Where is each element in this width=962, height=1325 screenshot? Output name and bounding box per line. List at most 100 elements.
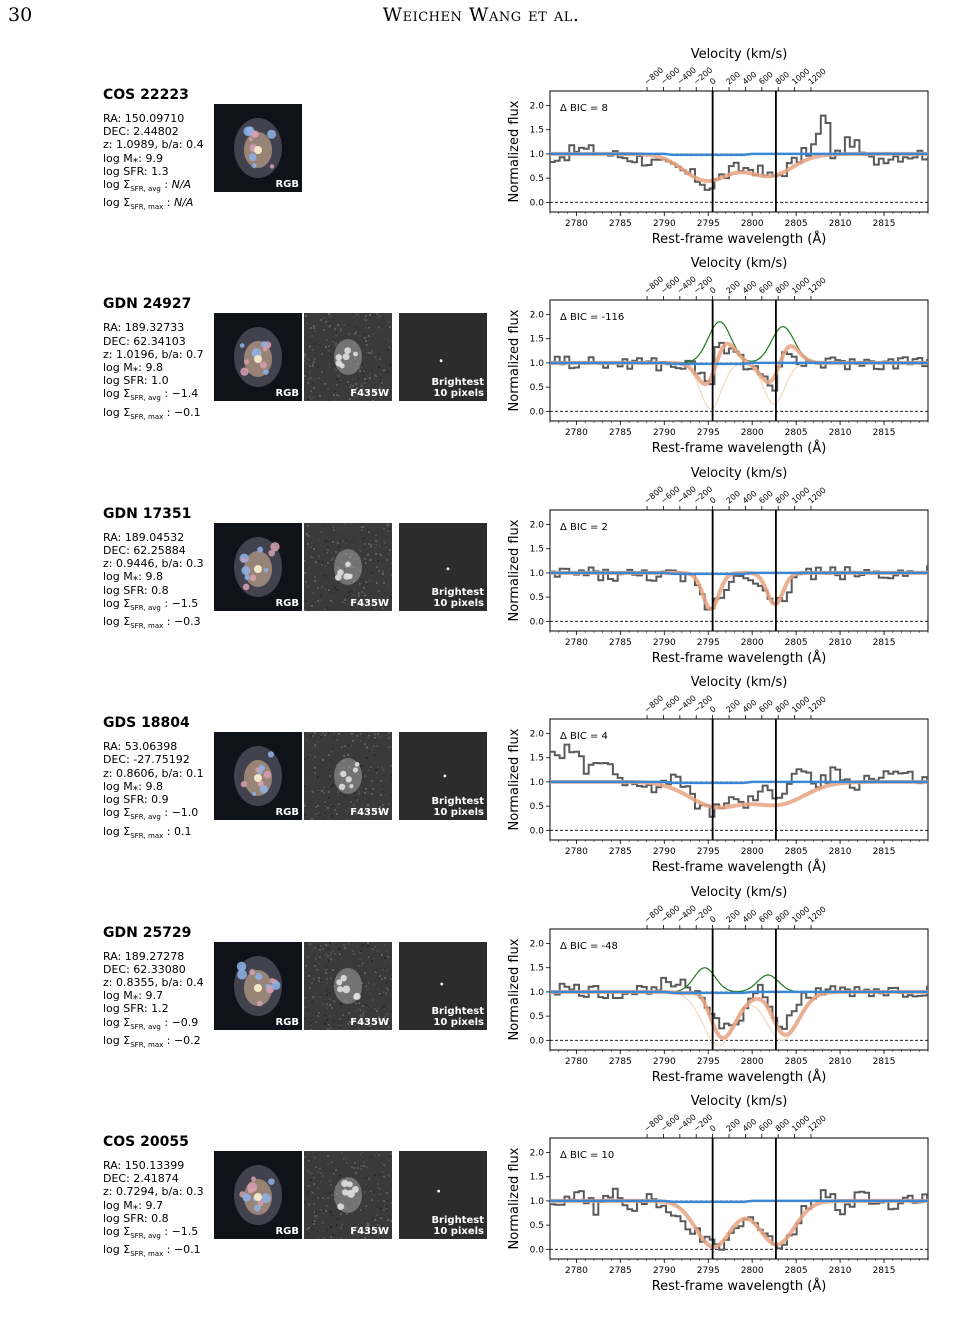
velocity-tick-label: 400 [741,698,758,715]
velocity-tick-label: 400 [741,1117,758,1134]
property-zba: z: 1.0989, b/a: 0.4 [103,138,204,152]
y-axis-label: Normalized flux [508,310,522,412]
velocity-tick-label: 0 [708,495,718,505]
x-tick-label: 2815 [873,428,896,438]
velocity-tick-label: 1200 [806,695,827,715]
best-fit-model [550,570,928,611]
y-axis-label: Normalized flux [508,519,522,621]
continuum-fit [550,362,928,366]
velocity-tick-label: 200 [725,698,742,715]
velocity-tick-label: 200 [725,489,742,506]
velocity-tick-label: 800 [774,279,791,296]
y-tick-label: 2.0 [530,1149,545,1159]
property-sigma-max: log ΣSFR, max : −0.3 [103,615,201,631]
thumbnail-rgb: RGB [214,313,302,402]
thumbnail-rgb: RGB [214,104,302,192]
velocity-axis-label: Velocity (km/s) [691,675,788,690]
property-dec: DEC: 62.33080 [103,962,186,976]
spectrum-panel: Velocity (km/s) −800 −600 −400 −200 0 200 400 60… [507,1089,948,1298]
y-tick-label: 1.5 [530,754,544,764]
x-tick-label: 2795 [697,847,720,857]
absorption-component [550,362,928,410]
x-tick-label: 2795 [697,1266,720,1276]
y-tick-label: 1.0 [530,1197,545,1207]
property-ra: RA: 189.04532 [103,530,185,544]
y-tick-label: 1.0 [530,569,545,579]
x-tick-label: 2795 [697,638,720,648]
velocity-tick-label: 1000 [790,904,811,924]
velocity-tick-label: 800 [774,1117,791,1134]
y-tick-label: 0.0 [530,827,545,837]
continuum-fit [550,780,928,785]
y-tick-label: 2.0 [530,520,545,530]
velocity-tick-label: 1200 [806,276,827,296]
y-tick-label: 2.0 [530,730,545,740]
velocity-tick-label: 200 [725,70,742,87]
y-tick-label: 0.5 [530,384,544,394]
y-tick-label: 2.0 [530,102,545,112]
property-sigma-max: log ΣSFR, max : −0.1 [103,1243,201,1259]
x-tick-label: 2805 [785,1266,808,1276]
thumbnail-label: Brightest 10 pixels [431,1215,484,1237]
x-tick-label: 2800 [741,847,764,857]
y-tick-label: 0.5 [530,593,544,603]
x-tick-label: 2815 [873,1057,896,1067]
x-tick-label: 2815 [873,1266,896,1276]
galaxy-properties: RA: 189.04532 DEC: 62.25884 z: 0.9446, b/a… [103,531,204,634]
x-tick-label: 2790 [653,1266,676,1276]
thumbnail-label: F435W [350,807,389,819]
property-sfr: log SFR: 1.3 [103,164,169,178]
property-sfr: log SFR: 0.9 [103,793,169,806]
sigma-avg-value: −0.9 [171,1015,199,1029]
continuum-fit [550,152,928,157]
sigma-max-value: 0.1 [173,824,192,838]
x-axis-label: Rest-frame wavelength (Å) [652,440,827,456]
x-tick-label: 2790 [653,219,676,229]
property-dec: DEC: 62.34103 [103,334,186,348]
running-title: Weichen Wang et al. [382,4,580,26]
sigma-avg-value: −1.4 [171,387,199,401]
property-ra: RA: 150.13399 [103,1159,185,1172]
property-sfr: log SFR: 1.0 [103,374,169,388]
y-axis-label: Normalized flux [508,938,522,1040]
galaxy-id: GDN 24927 [103,296,192,313]
delta-bic-label: Δ BIC = 8 [560,103,608,114]
velocity-tick-label: 1000 [790,276,811,296]
thumbnail-label: RGB [275,1016,299,1028]
delta-bic-label: Δ BIC = -116 [560,312,624,323]
observed-spectrum [550,342,928,392]
page-number: 30 [8,4,33,26]
thumbnail-f435w: F435W [304,1151,392,1239]
property-sigma-max: log ΣSFR, max : 0.1 [103,824,192,840]
velocity-axis-label: Velocity (km/s) [691,466,788,481]
thumbnail-f435w: F435W [304,941,392,1030]
property-sigma-avg: log ΣSFR, avg : −1.5 [103,1225,199,1241]
y-tick-label: 1.0 [530,150,545,160]
x-tick-label: 2810 [829,1057,852,1067]
velocity-tick-label: 0 [708,705,718,715]
velocity-tick-label: 600 [757,1117,774,1134]
sigma-avg-value: −1.5 [171,596,199,610]
x-tick-label: 2810 [829,638,852,648]
velocity-tick-label: 1000 [790,1114,811,1134]
y-tick-label: 1.5 [530,545,544,555]
y-tick-label: 0.0 [530,408,545,418]
sigma-avg-value: −1.5 [171,1225,199,1239]
delta-bic-label: Δ BIC = -48 [560,941,618,952]
property-ra: RA: 189.27278 [103,949,185,963]
property-sigma-avg: log ΣSFR, avg : −1.0 [103,806,199,822]
property-dec: DEC: 62.25884 [103,544,186,557]
velocity-tick-label: 0 [708,914,718,924]
velocity-tick-label: 200 [725,279,742,296]
property-dec: DEC: -27.75192 [103,753,190,767]
thumbnail-label: F435W [350,597,389,609]
property-mass: log M⁎: 9.8 [103,361,163,374]
x-tick-label: 2790 [653,428,676,438]
best-fit-model [550,780,928,810]
velocity-tick-label: 800 [774,698,791,715]
velocity-tick-label: 800 [774,489,791,506]
x-tick-label: 2800 [741,638,764,648]
